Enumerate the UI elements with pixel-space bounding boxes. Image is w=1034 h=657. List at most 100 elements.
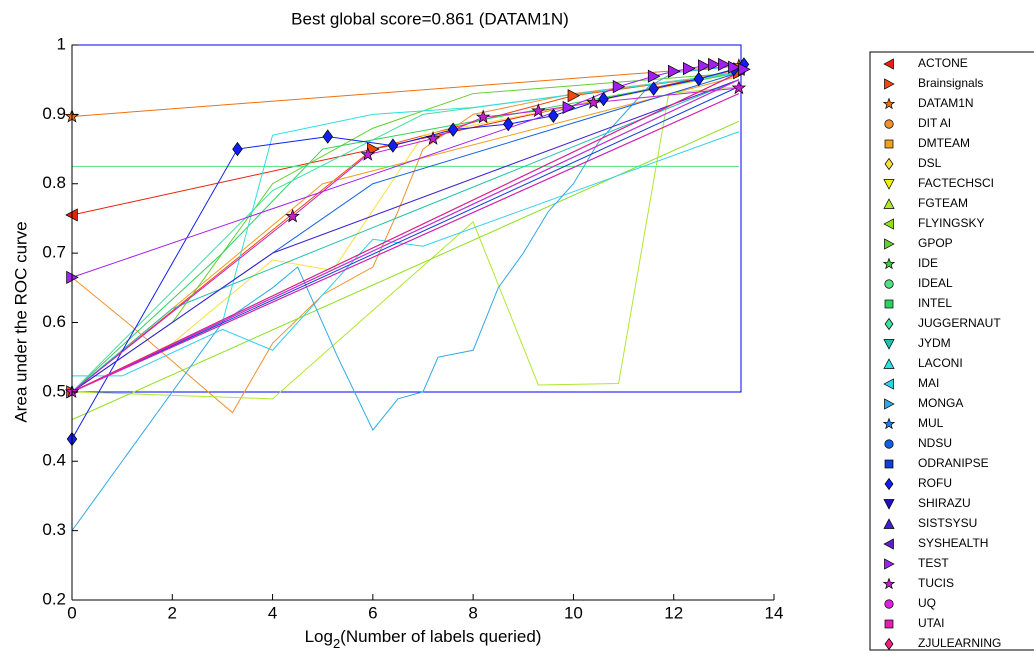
data-point: [612, 80, 626, 94]
legend-marker: [884, 599, 894, 609]
y-tick-label: 0.8: [42, 173, 66, 192]
series-line: [71, 72, 740, 393]
data-point: [586, 94, 601, 109]
series-line: [71, 72, 739, 393]
data-point: [562, 100, 576, 115]
series-line: [71, 79, 740, 393]
legend-marker: [882, 577, 896, 590]
legend-marker: [883, 339, 895, 350]
data-point: [683, 62, 696, 76]
legend-marker: [884, 157, 894, 171]
x-tick-label: 6: [368, 603, 377, 622]
legend-label: SYSHEALTH: [918, 536, 988, 550]
legend-label: TEST: [918, 556, 949, 570]
data-point: [718, 57, 731, 72]
x-label-part: (Number of labels queried): [340, 627, 541, 646]
legend-label: LACONI: [918, 356, 963, 370]
legend-label: NDSU: [918, 436, 952, 450]
y-tick-label: 0.4: [42, 451, 66, 470]
legend: ACTONE Brainsignals DATAM1N DIT AI DMTEAM DSL…: [882, 56, 1001, 650]
legend-label: FACTECHSCI: [918, 176, 994, 190]
legend-marker: [883, 499, 895, 510]
x-tick-label: 14: [765, 603, 784, 622]
data-point: [567, 89, 581, 103]
legend-marker: [884, 317, 894, 331]
data-point: [285, 208, 300, 223]
x-tick-label: 0: [67, 603, 76, 622]
legend-marker: [883, 179, 895, 190]
legend-label: FGTEAM: [918, 196, 968, 210]
series-line: [71, 65, 739, 531]
legend-label: DATAM1N: [918, 96, 974, 110]
series-line: [71, 63, 745, 440]
legend-label: MONGA: [918, 396, 963, 410]
legend-marker: [883, 198, 895, 209]
series-line: [71, 93, 740, 393]
data-point: [647, 69, 661, 83]
data-point: [598, 91, 609, 107]
data-point: [387, 138, 399, 153]
legend-marker: [883, 218, 894, 230]
data-point: [322, 129, 333, 144]
data-point: [503, 116, 514, 132]
legend-marker: [883, 538, 894, 550]
data-point: [728, 60, 741, 74]
data-point: [531, 103, 546, 118]
legend-marker: [883, 518, 895, 529]
series-line: [71, 72, 739, 393]
series-line: [71, 63, 745, 278]
x-label-sub: 2: [333, 636, 340, 651]
plot: [64, 57, 751, 531]
legend-label: SHIRAZU: [918, 496, 971, 510]
legend-label: DIT AI: [918, 116, 951, 130]
data-point: [738, 62, 751, 76]
legend-label: ODRANIPSE: [918, 456, 989, 470]
legend-marker: [883, 58, 894, 70]
y-tick-label: 0.7: [42, 243, 66, 262]
series-line: [71, 86, 740, 393]
x-axis-label: Log2(Number of labels queried): [305, 627, 542, 651]
legend-box: [869, 51, 1034, 651]
x-label-part: Log: [305, 627, 333, 646]
y-tick-label: 0.6: [42, 312, 66, 331]
data-point: [548, 108, 559, 123]
legend-marker: [884, 119, 894, 129]
series-line: [71, 72, 739, 414]
legend-label: DMTEAM: [918, 136, 970, 150]
legend-label: TUCIS: [918, 576, 954, 590]
x-tick-label: 2: [168, 603, 177, 622]
legend-label: FLYINGSKY: [918, 216, 984, 230]
legend-marker: [884, 139, 894, 149]
data-point: [698, 59, 711, 73]
legend-marker: [884, 398, 895, 410]
data-point: [667, 64, 681, 78]
legend-marker: [883, 358, 895, 369]
y-tick-label: 0.5: [42, 381, 66, 400]
legend-label: JYDM: [918, 336, 951, 350]
legend-marker: [884, 477, 894, 491]
legend-label: UTAI: [918, 616, 944, 630]
series-line: [71, 79, 740, 393]
legend-label: JUGGERNAUT: [918, 316, 1001, 330]
legend-marker: [882, 257, 896, 270]
series-line: [71, 65, 739, 117]
y-axis-label: Area under the ROC curve: [11, 221, 30, 422]
data-point: [708, 57, 721, 72]
legend-label: UQ: [918, 596, 936, 610]
legend-label: ROFU: [918, 476, 952, 490]
legend-marker: [884, 619, 894, 629]
data-point: [232, 141, 243, 157]
x-tick-label: 12: [664, 603, 683, 622]
data-point: [360, 146, 376, 161]
data-point: [731, 80, 747, 95]
data-point: [693, 71, 705, 87]
data-point: [447, 122, 459, 137]
data-point: [425, 131, 441, 145]
legend-label: ZJULEARNING: [918, 636, 1001, 650]
data-point: [648, 81, 659, 96]
legend-label: IDEAL: [918, 276, 953, 290]
legend-marker: [884, 299, 894, 309]
series-line: [71, 87, 739, 393]
